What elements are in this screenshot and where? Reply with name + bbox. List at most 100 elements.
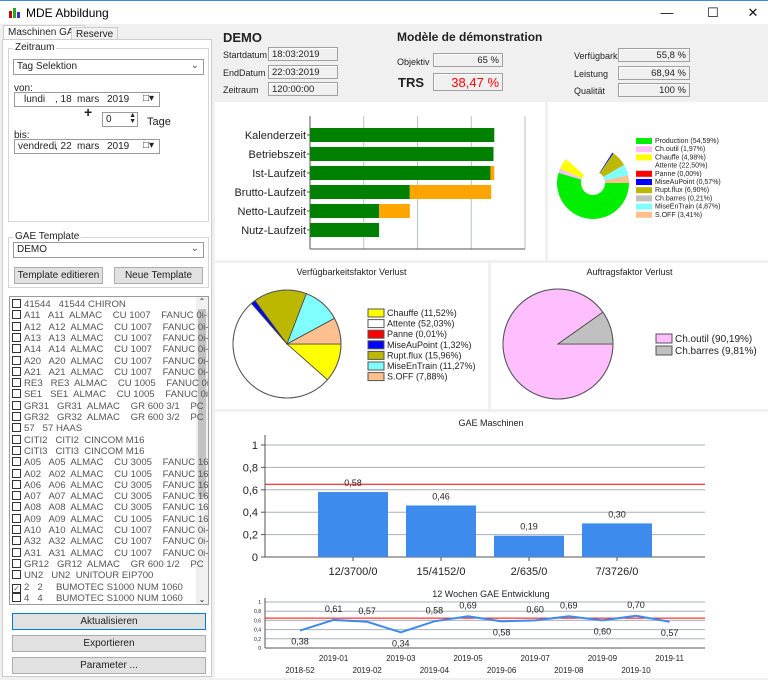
zeitraum-mode-value: Tag Selektion xyxy=(17,61,78,72)
legend-label: Attente (22,50%) xyxy=(655,163,708,170)
category-label: Nutz-Laufzeit xyxy=(241,225,306,237)
chevron-down-icon: ⌄ xyxy=(190,60,199,71)
von-day: , 18 xyxy=(55,94,72,105)
machine-list-item[interactable]: ✓ 2 2 BUMOTEC S1000 NUM 1060 xyxy=(12,582,183,593)
machine-list-item[interactable]: A32 A32 ALMAC CU 1007 FANUC 0i-MC xyxy=(12,536,208,547)
scrollbar-thumb[interactable] xyxy=(198,309,206,497)
checkbox[interactable] xyxy=(12,457,21,467)
quality-field: 100 % xyxy=(618,83,690,97)
maximize-button[interactable]: ☐ xyxy=(707,5,719,20)
export-button[interactable]: Exportieren xyxy=(12,635,206,652)
y-tick-label: 0,6 xyxy=(254,618,261,624)
machine-list-item[interactable]: GR32 GR32 ALMAC GR 600 3/2 PC xyxy=(12,412,204,423)
template-edit-button[interactable]: Template editieren xyxy=(14,267,103,284)
machine-list-item[interactable]: A06 A06 ALMAC CU 3005 FANUC 16i-MB xyxy=(12,479,208,491)
x-tick-label: 2019-07 xyxy=(521,654,551,663)
machine-label: A31 A31 ALMAC CU 1007 FANUC 0i-MC xyxy=(24,547,209,559)
machine-list-item[interactable]: A02 A02 ALMAC CU 1005 FANUC 16i-M xyxy=(12,468,208,480)
checkbox[interactable] xyxy=(12,536,21,546)
checkbox[interactable] xyxy=(12,355,21,365)
machine-list-item[interactable]: A09 A09 ALMAC CU 1005 FANUC 16i-M xyxy=(12,513,208,525)
template-value: DEMO xyxy=(17,244,47,255)
checkbox[interactable] xyxy=(12,400,21,410)
machine-label: GR31 GR31 ALMAC GR 600 3/1 PC xyxy=(24,400,204,412)
machine-list-item[interactable]: 41544 41544 CHIRON xyxy=(12,299,126,310)
checkbox[interactable] xyxy=(12,592,21,602)
data-label: 0,19 xyxy=(520,522,538,532)
checkbox[interactable] xyxy=(12,479,21,489)
checkbox[interactable] xyxy=(12,310,21,320)
checkbox[interactable] xyxy=(12,570,21,580)
machine-label: 57 57 HAAS xyxy=(24,423,83,435)
checkbox[interactable] xyxy=(12,434,21,444)
checkbox[interactable] xyxy=(12,366,21,376)
calendar-dropdown-icon[interactable]: □▾ xyxy=(143,140,155,151)
tage-stepper[interactable]: 0 ▲ ▼ xyxy=(102,112,138,127)
template-select[interactable]: DEMO ⌄ xyxy=(13,242,204,258)
machine-list[interactable]: ⌃ ⌄ 41544 41544 CHIRON A11 A11 ALMAC CU 1… xyxy=(9,296,209,605)
checkbox[interactable] xyxy=(12,299,21,308)
parameter-button[interactable]: Parameter ... xyxy=(12,657,206,674)
close-button[interactable]: ✕ xyxy=(747,5,759,20)
legend-label: Rupt.flux (15,96%) xyxy=(387,350,462,360)
checkbox[interactable] xyxy=(12,445,21,455)
checkbox[interactable] xyxy=(12,378,21,388)
checkbox[interactable]: ✓ xyxy=(12,583,21,593)
machine-list-item[interactable]: A07 A07 ALMAC CU 3005 FANUC 16i-MB xyxy=(12,491,209,503)
machine-list-item[interactable]: RE3 RE3 ALMAC CU 1005 FANUC 0i-MC xyxy=(12,378,209,390)
machine-list-item[interactable]: 57 57 HAAS xyxy=(12,423,82,434)
data-label: 0,34 xyxy=(392,638,410,648)
machine-list-item[interactable]: A14 A14 ALMAC CU 1007 FANUC 0i-MC xyxy=(12,344,208,355)
machine-list-item[interactable]: 4 4 BUMOTEC S1000 NUM 1060 xyxy=(12,592,183,604)
checkbox[interactable] xyxy=(12,491,21,501)
machine-list-item[interactable]: GR12 GR12 ALMAC GR 600 1/2 PC xyxy=(12,558,204,570)
machine-label: A20 A20 ALMAC CU 1007 FANUC 0i-MC xyxy=(24,355,209,367)
machine-list-item[interactable]: CITI3 CITI3 CINCOM M16 xyxy=(12,445,144,457)
checkbox[interactable] xyxy=(12,423,21,433)
scrollbar[interactable]: ⌃ ⌄ xyxy=(196,297,208,604)
checkbox[interactable] xyxy=(12,513,21,523)
checkbox[interactable] xyxy=(12,502,21,512)
legend-swatch xyxy=(636,203,652,210)
minimize-button[interactable]: — xyxy=(660,5,674,20)
machine-list-item[interactable]: A11 A11 ALMAC CU 1007 FANUC 0i-MC xyxy=(12,310,208,321)
checkbox[interactable] xyxy=(12,321,21,331)
machine-list-item[interactable]: CITI2 CITI2 CINCOM M16 xyxy=(12,434,144,446)
machine-list-item[interactable]: A31 A31 ALMAC CU 1007 FANUC 0i-MC xyxy=(12,547,209,559)
new-template-button[interactable]: Neue Template xyxy=(114,267,203,284)
machine-list-item[interactable]: GR31 GR31 ALMAC GR 600 3/1 PC xyxy=(12,400,204,412)
legend-swatch xyxy=(367,350,385,360)
checkbox[interactable] xyxy=(12,525,21,534)
checkbox[interactable] xyxy=(12,332,21,342)
pie-slice xyxy=(558,168,583,180)
machine-list-item[interactable]: A05 A05 ALMAC CU 3005 FANUC 16i-MB xyxy=(12,457,208,468)
scroll-up-icon[interactable]: ⌃ xyxy=(198,297,206,306)
checkbox[interactable] xyxy=(12,468,21,478)
machine-list-item[interactable]: A20 A20 ALMAC CU 1007 FANUC 0i-MC xyxy=(12,355,209,367)
machine-list-item[interactable]: A13 A13 ALMAC CU 1007 FANUC 0i-MC xyxy=(12,332,208,344)
bis-date-picker[interactable]: vendredi , 22 mars 2019 □▾ xyxy=(14,139,160,154)
checkbox[interactable] xyxy=(12,344,21,354)
machine-label: A07 A07 ALMAC CU 3005 FANUC 16i-MB xyxy=(24,491,209,503)
machine-list-item[interactable]: A12 A12 ALMAC CU 1007 FANUC 0i-MC xyxy=(12,321,208,333)
calendar-dropdown-icon[interactable]: □▾ xyxy=(143,93,155,104)
checkbox[interactable] xyxy=(12,558,21,568)
machine-list-item[interactable]: A08 A08 ALMAC CU 3005 FANUC 16i-MB xyxy=(12,502,208,513)
zeitraum-mode-select[interactable]: Tag Selektion ⌄ xyxy=(13,59,204,75)
machine-list-item[interactable]: A10 A10 ALMAC CU 1007 FANUC 0i-MC xyxy=(12,525,208,536)
machine-list-item[interactable]: UN2 UN2 UNITOUR EIP700 xyxy=(12,570,153,581)
refresh-button[interactable]: Aktualisieren xyxy=(12,613,206,630)
machine-list-item[interactable]: SE1 SE1 ALMAC CU 1005 FANUC 0i-MC xyxy=(12,389,208,400)
period-field: 120:00:00 xyxy=(268,82,338,96)
machine-list-item[interactable]: A21 A21 ALMAC CU 1007 FANUC 0i-MC xyxy=(12,366,208,378)
checkbox[interactable] xyxy=(12,547,21,557)
pie-slice xyxy=(603,165,629,181)
machine-label: RE3 RE3 ALMAC CU 1005 FANUC 0i-MC xyxy=(24,378,209,390)
spin-arrows-icon[interactable]: ▲ ▼ xyxy=(129,112,136,125)
von-date-picker[interactable]: lundi , 18 mars 2019 □▾ xyxy=(14,92,160,107)
bar-segment xyxy=(310,223,380,237)
checkbox[interactable] xyxy=(12,389,21,399)
legend-swatch xyxy=(367,340,385,350)
scroll-down-icon[interactable]: ⌄ xyxy=(198,595,206,604)
checkbox[interactable] xyxy=(12,412,21,421)
